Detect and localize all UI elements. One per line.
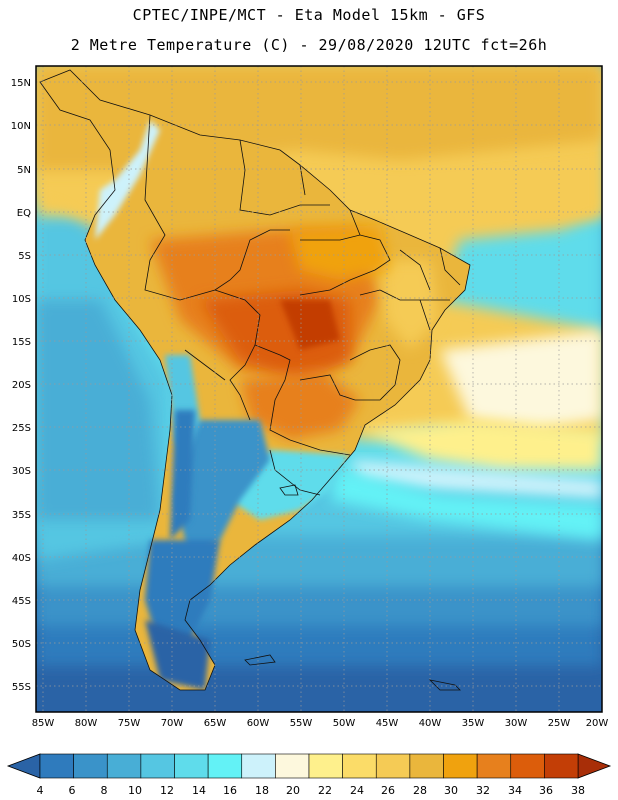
latitude-axis: 15N 10N 5N EQ 5S 10S 15S 20S 25S 30S 35S… [11, 78, 31, 693]
lon-label: 50W [333, 718, 356, 729]
lat-label: 25S [12, 423, 31, 434]
colorbar-swatch [174, 753, 209, 779]
lon-label: 30W [505, 718, 528, 729]
map-title-line2: 2 Metre Temperature (C) - 29/08/2020 12U… [70, 36, 548, 54]
lat-label: 35S [12, 510, 31, 521]
lon-label: 25W [548, 718, 571, 729]
colorbar-swatch [308, 753, 343, 779]
colorbar-low-arrow [6, 753, 41, 779]
colorbar-label: 4 [37, 784, 44, 797]
colorbar-label: 38 [571, 784, 585, 797]
lat-label: 40S [12, 553, 31, 564]
colorbar-label: 20 [286, 784, 300, 797]
colorbar-swatch [409, 753, 444, 779]
colorbar-swatch [510, 753, 545, 779]
lon-label: 40W [419, 718, 442, 729]
lat-label: 50S [12, 639, 31, 650]
colorbar-label: 18 [255, 784, 269, 797]
colorbar-swatch [275, 753, 310, 779]
lon-label: 70W [161, 718, 184, 729]
lon-label: 35W [462, 718, 485, 729]
colorbar-label: 22 [318, 784, 332, 797]
coastlines [39, 69, 471, 691]
colorbar-label: 6 [69, 784, 76, 797]
lat-label: 30S [12, 466, 31, 477]
colorbar-label: 8 [101, 784, 108, 797]
colorbar-swatch [106, 753, 142, 779]
lat-label: 15N [11, 78, 31, 89]
colorbar-swatch [73, 753, 108, 779]
colorbar-swatch [241, 753, 276, 779]
colorbar-label: 24 [350, 784, 364, 797]
colorbar-label: 26 [381, 784, 395, 797]
lon-label: 80W [75, 718, 98, 729]
colorbar-label: 36 [539, 784, 553, 797]
lat-label: EQ [17, 208, 31, 219]
colorbar-swatch [342, 753, 377, 779]
lon-label: 75W [118, 718, 141, 729]
colorbar-swatch [544, 753, 579, 779]
colorbar-label: 34 [508, 784, 522, 797]
lat-label: 10S [12, 294, 31, 305]
colorbar-swatch [140, 753, 175, 779]
colorbar-swatch [476, 753, 512, 779]
colorbar: 4 6 8 10 12 14 16 18 20 22 24 26 28 30 3… [6, 753, 612, 797]
map-frame [35, 65, 603, 713]
colorbar-label: 32 [476, 784, 490, 797]
map-title-line1: CPTEC/INPE/MCT - Eta Model 15km - GFS [132, 6, 486, 24]
colorbar-swatch [207, 753, 243, 779]
longitude-axis: 85W 80W 75W 70W 65W 60W 55W 50W 45W 40W … [32, 718, 609, 729]
colorbar-swatch [443, 753, 478, 779]
colorbar-label: 14 [192, 784, 206, 797]
lat-label: 5N [17, 165, 31, 176]
lat-label: 45S [12, 596, 31, 607]
lon-label: 45W [376, 718, 399, 729]
lon-label: 65W [204, 718, 227, 729]
lat-label: 15S [12, 337, 31, 348]
colorbar-label: 16 [223, 784, 237, 797]
colorbar-swatch [375, 753, 411, 779]
lat-label: 20S [12, 380, 31, 391]
colorbar-label: 30 [444, 784, 458, 797]
colorbar-high-arrow [577, 753, 612, 779]
colorbar-label: 28 [413, 784, 427, 797]
lat-label: 55S [12, 682, 31, 693]
colorbar-label: 12 [160, 784, 174, 797]
lon-label: 20W [586, 718, 609, 729]
colorbar-swatch [39, 753, 74, 779]
lon-label: 55W [290, 718, 313, 729]
lat-label: 5S [18, 251, 31, 262]
colorbar-label: 10 [128, 784, 142, 797]
lon-label: 85W [32, 718, 55, 729]
lat-label: 10N [11, 121, 31, 132]
temperature-field [36, 66, 602, 712]
lon-label: 60W [247, 718, 270, 729]
